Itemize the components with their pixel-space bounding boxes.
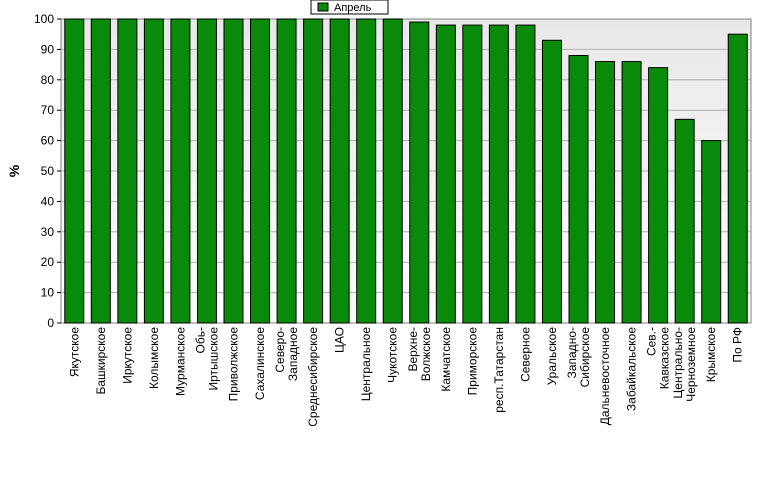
y-tick-label: 70 bbox=[41, 103, 55, 117]
x-tick-label: Западное bbox=[286, 327, 300, 381]
bar bbox=[595, 61, 616, 324]
bar bbox=[515, 24, 536, 324]
y-tick-label: 30 bbox=[41, 225, 55, 239]
x-tick-label: ЦАО bbox=[333, 327, 347, 353]
bars bbox=[64, 18, 748, 324]
bar bbox=[674, 118, 695, 324]
x-tick-label: Центральное bbox=[359, 327, 373, 402]
x-tick-label: Приволжское bbox=[227, 327, 241, 402]
legend: Апрель bbox=[310, 0, 389, 15]
x-tick-label: Среднесибирское bbox=[306, 327, 320, 427]
bar bbox=[462, 24, 483, 324]
x-tick-label: Забайкальское bbox=[625, 327, 639, 411]
bar bbox=[143, 18, 164, 324]
x-tick-label: Центрально- bbox=[671, 327, 685, 399]
x-tick-label: Башкирское bbox=[94, 327, 108, 395]
x-axis-labels: Якутское Башкирское Иркутское Колымское Мурм… bbox=[67, 327, 744, 427]
legend-swatch bbox=[317, 2, 329, 12]
bar bbox=[117, 18, 138, 324]
y-tick-label: 0 bbox=[47, 316, 54, 330]
bar bbox=[541, 39, 562, 324]
bar bbox=[435, 24, 456, 324]
bar bbox=[196, 18, 217, 324]
bar bbox=[329, 18, 350, 324]
x-tick-label: Сахалинское bbox=[253, 327, 267, 400]
x-tick-label: Сев.- bbox=[645, 327, 659, 356]
x-tick-label: Волжское bbox=[419, 327, 433, 382]
y-tick-label: 80 bbox=[41, 73, 55, 87]
bar bbox=[303, 18, 324, 324]
bar bbox=[356, 18, 377, 324]
x-tick-label: Мурманское bbox=[173, 327, 187, 396]
y-axis-label: % bbox=[6, 164, 22, 177]
bar bbox=[727, 33, 748, 324]
x-tick-label: Западно- bbox=[565, 327, 579, 378]
bar bbox=[382, 18, 403, 324]
x-tick-label: Северо- bbox=[273, 327, 287, 373]
legend-label: Апрель bbox=[334, 2, 372, 14]
y-axis: 0 10 20 30 40 50 60 70 80 90 100 bbox=[34, 12, 61, 330]
bar bbox=[701, 140, 722, 324]
x-tick-label: Обь- bbox=[193, 327, 207, 353]
bar bbox=[250, 18, 271, 324]
x-tick-label: Кавказское bbox=[658, 327, 672, 390]
x-tick-label: Крымское bbox=[704, 327, 718, 383]
x-tick-label: Камчатское bbox=[439, 327, 453, 392]
x-tick-label: Иркутское bbox=[120, 327, 134, 384]
x-tick-label: Черноземное bbox=[684, 327, 698, 402]
x-tick-label: Иртышское bbox=[206, 327, 220, 391]
x-tick-label: Уральское bbox=[545, 327, 559, 386]
x-tick-label: Дальневосточное bbox=[598, 327, 612, 426]
y-tick-label: 10 bbox=[41, 286, 55, 300]
x-tick-label: Колымское bbox=[147, 327, 161, 389]
x-tick-label: По РФ bbox=[731, 327, 745, 363]
bar bbox=[276, 18, 297, 324]
bar bbox=[568, 54, 589, 324]
x-tick-label: респ.Татарстан bbox=[492, 327, 506, 413]
bar bbox=[223, 18, 244, 324]
y-tick-label: 100 bbox=[34, 12, 54, 26]
x-tick-label: Верхне- bbox=[406, 327, 420, 372]
bar bbox=[621, 61, 642, 324]
bar bbox=[648, 67, 669, 324]
bar bbox=[409, 21, 430, 324]
x-tick-label: Якутское bbox=[67, 327, 81, 377]
bar bbox=[170, 18, 191, 324]
y-tick-label: 50 bbox=[41, 164, 55, 178]
y-tick-label: 90 bbox=[41, 42, 55, 56]
bar bbox=[64, 18, 85, 324]
x-tick-label: Сибирское bbox=[578, 327, 592, 388]
x-tick-label: Северное bbox=[518, 327, 532, 382]
y-tick-label: 20 bbox=[41, 255, 55, 269]
bar bbox=[90, 18, 111, 324]
bar bbox=[488, 24, 509, 324]
x-tick-label: Чукотское bbox=[386, 327, 400, 383]
legend-box bbox=[310, 0, 389, 15]
y-tick-label: 60 bbox=[41, 134, 55, 148]
x-tick-label: Приморское bbox=[465, 327, 479, 396]
y-tick-label: 40 bbox=[41, 194, 55, 208]
